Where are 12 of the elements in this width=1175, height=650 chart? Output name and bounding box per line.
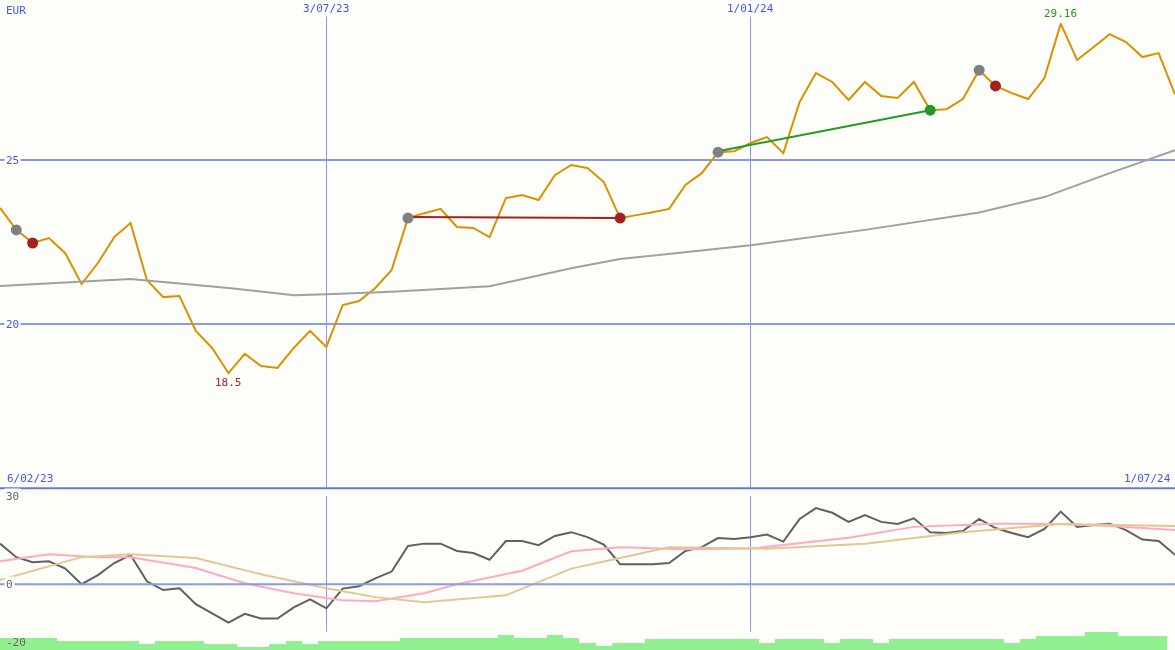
x-tick-label: 3/07/23 xyxy=(303,2,350,15)
y-tick-label: 0 xyxy=(6,578,13,591)
y-axis-title: EUR xyxy=(6,4,27,17)
y-tick-label: 25 xyxy=(6,154,20,167)
annotation: 1/07/24 xyxy=(1124,472,1171,485)
annotation: 6/02/23 xyxy=(7,472,54,485)
y-tick-label: 30 xyxy=(6,490,20,503)
x-tick-label: 1/01/24 xyxy=(727,2,774,15)
annotation: 29.16 xyxy=(1044,7,1078,20)
annotation: 18.5 xyxy=(215,376,242,389)
y-tick-label: -20 xyxy=(6,636,26,649)
y-tick-label: 20 xyxy=(6,318,20,331)
